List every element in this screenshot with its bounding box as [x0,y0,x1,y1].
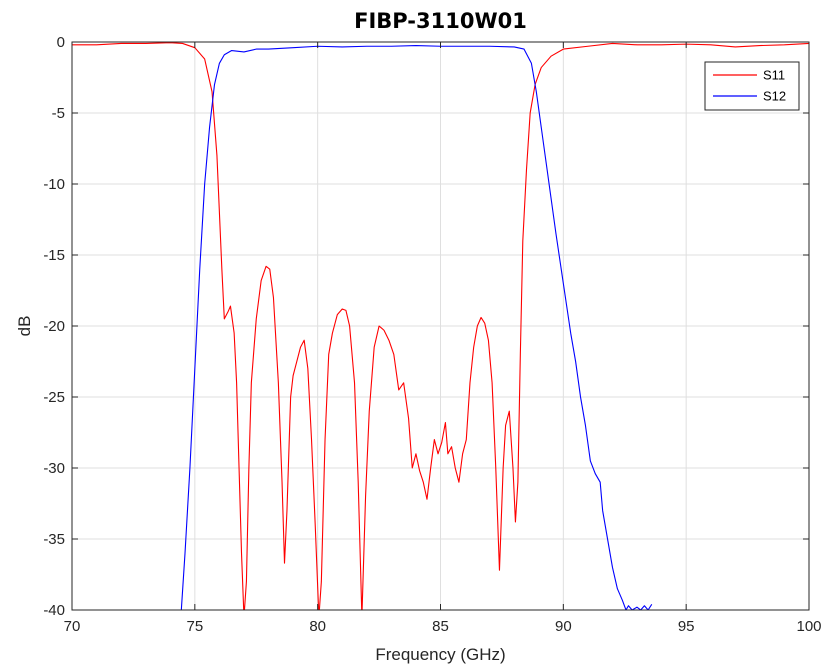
y-tick-label: -20 [43,318,65,335]
x-tick-label: 85 [432,618,449,635]
legend-entry-s11[interactable]: S11 [713,68,785,83]
y-tick-label: -15 [43,247,65,264]
series-layer [72,42,809,610]
legend-label: S12 [763,89,786,104]
series-line-s12 [180,45,653,610]
y-tick-label: -25 [43,389,65,406]
y-tick-label: 0 [57,34,65,51]
y-tick-label: -40 [43,602,65,619]
y-tick-label: -5 [52,105,65,122]
y-tick-label: -35 [43,531,65,548]
legend-entry-s12[interactable]: S12 [713,89,786,104]
y-tick-label: -10 [43,176,65,193]
x-tick-label: 70 [64,618,81,635]
legend-box [704,61,800,111]
legend-label: S11 [763,68,785,83]
x-tick-label: 100 [796,618,821,635]
ticks: 70 75 80 85 90 95 100 0 -5 -10 -15 -20 -25 -30 -35 -40 [43,34,821,635]
x-tick-label: 80 [309,618,326,635]
x-tick-label: 75 [186,618,203,635]
x-axis-title: Frequency (GHz) [375,645,505,664]
y-tick-label: -30 [43,460,65,477]
y-axis-title: dB [15,316,34,337]
series-line-s11 [72,42,809,610]
chart-title: FIBP-3110W01 [354,9,527,33]
x-tick-label: 95 [678,618,695,635]
x-tick-label: 90 [555,618,572,635]
